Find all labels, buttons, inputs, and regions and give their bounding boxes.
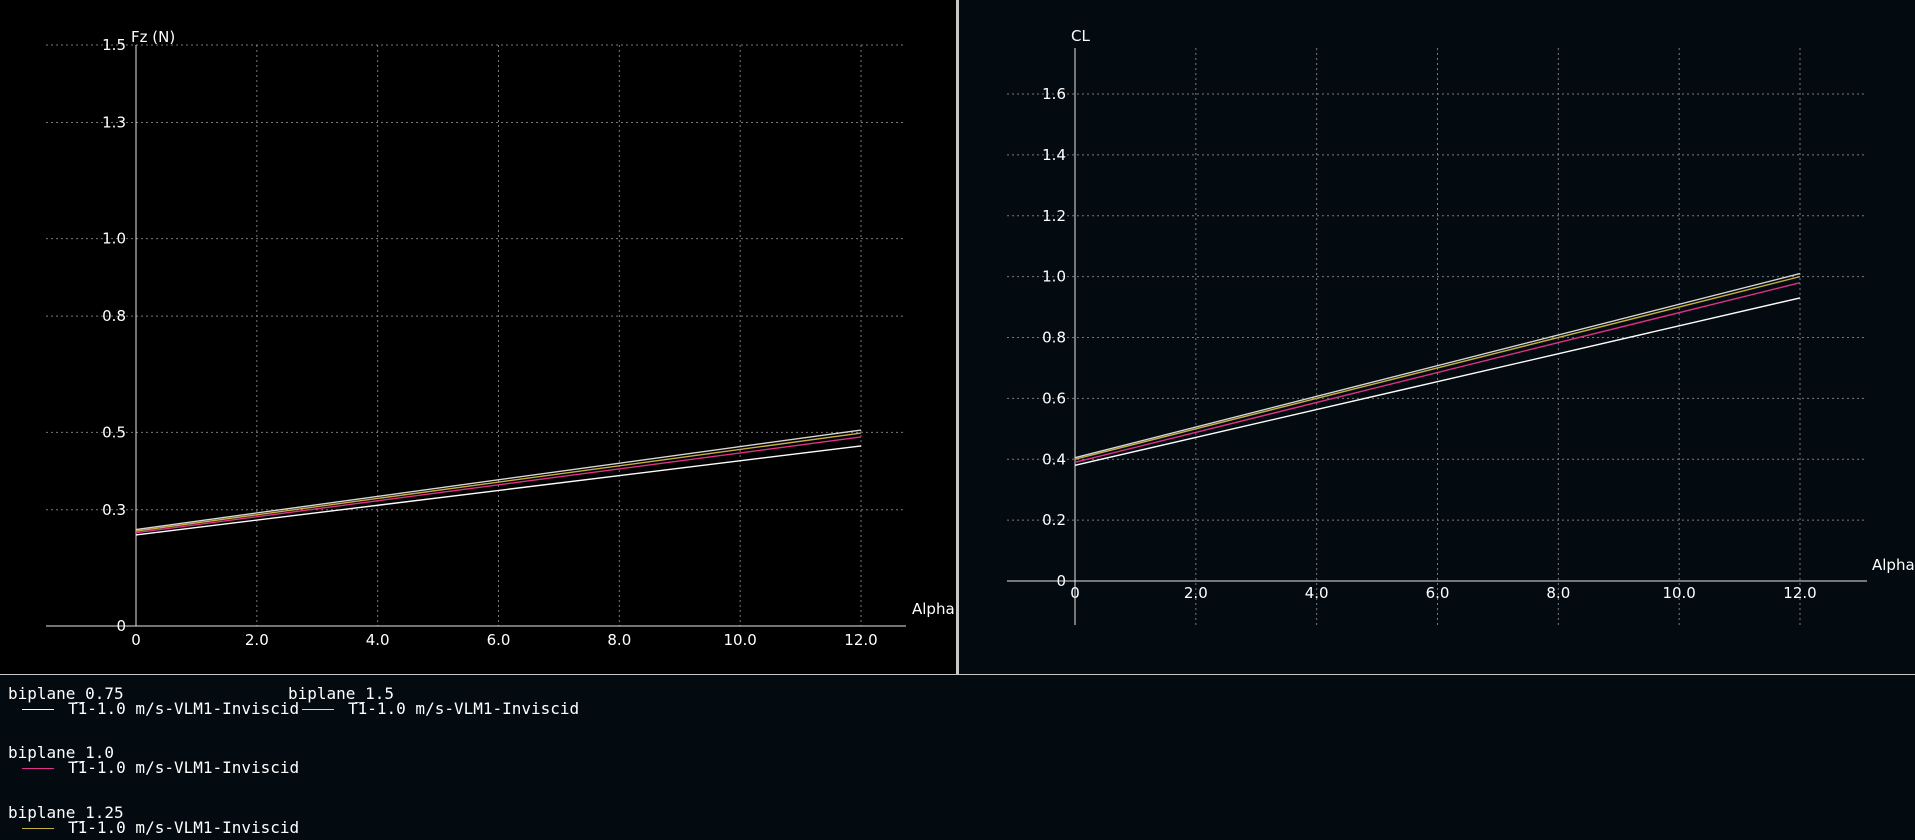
legend-plane-name: biplane_1.25 [8, 803, 124, 822]
legend-entry[interactable]: T1-1.0 m/s-VLM1-Inviscid [348, 699, 580, 718]
x-tick-label: 8.0 [1546, 584, 1570, 602]
legend-line-swatch [22, 768, 54, 769]
legend-separator [0, 674, 1915, 675]
legend-area: biplane_0.75 T1-1.0 m/s-VLM1-Inviscid bi… [0, 675, 1915, 840]
series-line [1074, 275, 1801, 460]
legend-plane-name: biplane_1.0 [8, 743, 114, 762]
x-tick-label: 6.0 [1426, 584, 1450, 602]
y-tick-label: 0.6 [1042, 389, 1066, 407]
series-line [1074, 272, 1801, 459]
cl-vs-alpha-chart: 0 2.0 4.0 6.0 8.0 10.0 12.000.20.40.60.81.01.2… [1007, 27, 1915, 626]
series-line [135, 436, 862, 534]
y-tick-label: 0.8 [1042, 329, 1066, 347]
x-tick-label: 6.0 [487, 631, 511, 649]
y-tick-label: 0.2 [1042, 511, 1066, 529]
y-tick-label: 1.0 [102, 230, 126, 248]
legend-line-swatch [22, 828, 54, 829]
cl-chart-panel: 0 2.0 4.0 6.0 8.0 10.0 12.0 0 0.2 0.4 0.6 0.8 1.0 1.2… [959, 0, 1915, 674]
legend-entry[interactable]: T1-1.0 m/s-VLM1-Inviscid [68, 699, 300, 718]
series-line [135, 429, 862, 531]
x-tick-label: 8.0 [607, 631, 631, 649]
x-tick-label: 12.0 [844, 631, 877, 649]
x-tick-label: 12.0 [1783, 584, 1816, 602]
x-tick-label: 4.0 [1305, 584, 1329, 602]
y-tick-label: 1.2 [1042, 207, 1066, 225]
fz-chart-panel: 0 2.0 4.0 6.0 8.0 10.0 12.0 0 0.3 0.5 0.8 1.0 1.3 1.5… [0, 0, 956, 674]
x-axis-label: Alpha [1872, 556, 1915, 574]
panel-divider[interactable] [956, 0, 959, 674]
x-tick-label: 4.0 [366, 631, 390, 649]
x-tick-label: 2.0 [1184, 584, 1208, 602]
y-tick-label: 0.3 [102, 501, 126, 519]
x-tick-label: 0 [131, 631, 141, 649]
legend-plane-name: biplane_1.5 [288, 684, 394, 703]
y-tick-label: 1.0 [1042, 268, 1066, 286]
x-tick-label: 2.0 [245, 631, 269, 649]
series-line [1074, 297, 1801, 467]
x-axis-label: Alpha [912, 600, 955, 618]
legend-line-swatch [302, 709, 334, 710]
y-tick-label: 0.5 [102, 423, 126, 441]
y-tick-label: 1.6 [1042, 85, 1066, 103]
legend-entry[interactable]: T1-1.0 m/s-VLM1-Inviscid [68, 758, 300, 777]
y-tick-label: 0.4 [1042, 450, 1066, 468]
fz-vs-alpha-chart: 0 2.0 4.0 6.0 8.0 10.0 12.000.30.50.81.01.31.5… [46, 28, 955, 649]
y-tick-label: 1.3 [102, 113, 126, 131]
legend-line-swatch [22, 709, 54, 710]
series-line [135, 445, 862, 536]
legend-plane-name: biplane_0.75 [8, 684, 124, 703]
series-line [135, 432, 862, 532]
y-tick-label: 1.4 [1042, 146, 1066, 164]
y-tick-label: 1.5 [102, 36, 126, 54]
legend-entry[interactable]: T1-1.0 m/s-VLM1-Inviscid [68, 818, 300, 837]
x-tick-label: 10.0 [1662, 584, 1695, 602]
y-axis-label: CL [1071, 27, 1090, 45]
y-axis-label: Fz (N) [131, 28, 175, 46]
y-tick-label: 0.8 [102, 307, 126, 325]
x-tick-label: 10.0 [723, 631, 756, 649]
series-line [1074, 282, 1801, 463]
